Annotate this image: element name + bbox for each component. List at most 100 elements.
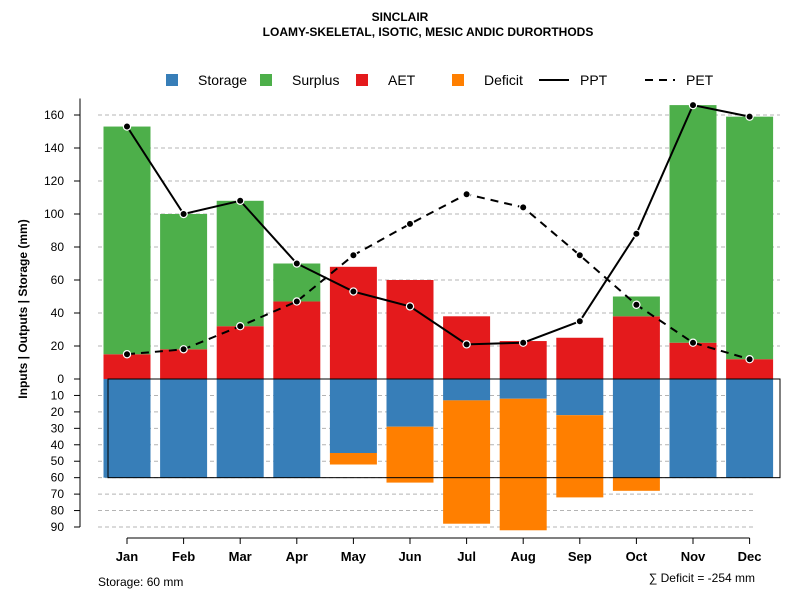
deficit-bar [386,426,434,483]
ppt-point [519,338,528,347]
y-tick-label: 10 [51,388,65,402]
pet-point [462,189,471,199]
pet-point [745,355,754,364]
aet-bar [669,342,717,379]
aet-bar [726,359,774,379]
aet-bar [160,349,208,379]
ppt-point [179,209,188,219]
ppt-point [745,112,754,121]
y-tick-label: 120 [44,174,64,188]
legend-swatch [166,74,178,86]
y-tick-label: 50 [51,454,65,468]
deficit-bar [443,400,491,524]
storage-capacity-box [107,378,781,479]
x-tick-label: Aug [511,549,536,564]
legend-swatch [356,74,368,86]
aet-bar [386,280,434,379]
legend-swatch [452,74,464,86]
pet-point [575,251,585,260]
ppt-line [126,103,750,346]
pet-point [292,297,301,306]
x-tick-label: Mar [229,549,252,564]
storage-bar [160,379,208,478]
deficit-bar [612,477,660,491]
legend-label: Storage [198,72,247,88]
x-tick-label: Apr [286,549,308,564]
y-axis-label: Inputs | Outputs | Storage (mm) [16,219,30,398]
x-tick-label: Oct [626,549,648,564]
surplus-bar [273,263,321,302]
ppt-point [462,340,471,349]
storage-bar [556,379,604,416]
pet-point [519,203,528,212]
y-tick-label: 20 [51,405,65,419]
ppt-point [235,196,245,205]
deficit-bar [556,415,604,498]
storage-bar [103,379,151,478]
x-tick-label: Jul [457,549,476,564]
footer-storage: Storage: 60 mm [98,575,183,589]
surplus-bar [669,105,717,343]
surplus-bar [160,214,208,350]
y-tick-label: 140 [44,141,64,155]
x-tick-label: Dec [738,549,762,564]
aet-bar [612,316,660,379]
storage-bar [386,379,434,427]
legend-label: PET [686,72,714,88]
storage-bar [273,379,321,478]
pet-point [632,300,641,309]
aet-bar [216,326,264,379]
aet-bar [273,301,321,379]
x-tick-label: Sep [568,549,592,564]
y-tick-label: 0 [57,372,64,386]
footer-deficit-sum: ∑ Deficit = -254 mm [649,571,755,585]
storage-bar [329,379,377,453]
ppt-point [292,259,301,268]
y-tick-label: 40 [51,438,65,452]
axes: 0 20 40 60 80 100 120 140 160 10 20 30 40 50 60 70 80 90 J… [44,98,762,564]
y-tick-label: 60 [51,273,65,287]
x-tick-label: Feb [172,549,195,564]
storage-bar [669,379,717,478]
ppt-point [688,100,698,110]
y-tick-label: 100 [44,207,64,221]
storage-bar [443,379,491,401]
ppt-point [575,317,585,326]
surplus-bar [103,126,151,355]
legend-label: PPT [580,72,608,88]
y-tick-label: 60 [51,471,65,485]
deficit-bar [499,398,547,531]
legend: Storage Surplus AET Deficit PPT PET [166,72,714,88]
y-tick-label: 70 [51,487,65,501]
pet-point [688,338,698,347]
surplus-bar [726,116,774,360]
y-tick-label: 80 [51,240,65,254]
x-tick-label: Nov [681,549,706,564]
storage-bar [612,379,660,478]
pet-point [179,345,188,354]
ppt-point [405,302,415,311]
chart-title: SINCLAIR [372,10,429,24]
ppt-point [349,287,358,296]
y-tick-label: 30 [51,421,65,435]
storage-bar [499,379,547,399]
lines [122,100,754,364]
ppt-point [632,229,641,238]
pet-point [349,251,358,260]
aet-bar [329,266,377,379]
deficit-bar [329,453,377,465]
x-tick-label: Jun [398,549,421,564]
legend-swatch [260,74,272,86]
pet-point [122,350,132,359]
aet-bar [556,337,604,379]
y-tick-label: 20 [51,339,65,353]
pet-point [235,322,245,331]
y-tick-label: 90 [51,520,65,534]
surplus-bar [216,200,264,327]
x-tick-label: May [341,549,367,564]
storage-bar [726,379,774,478]
legend-label: AET [388,72,416,88]
storage-bar [216,379,264,478]
y-tick-label: 160 [44,108,64,122]
